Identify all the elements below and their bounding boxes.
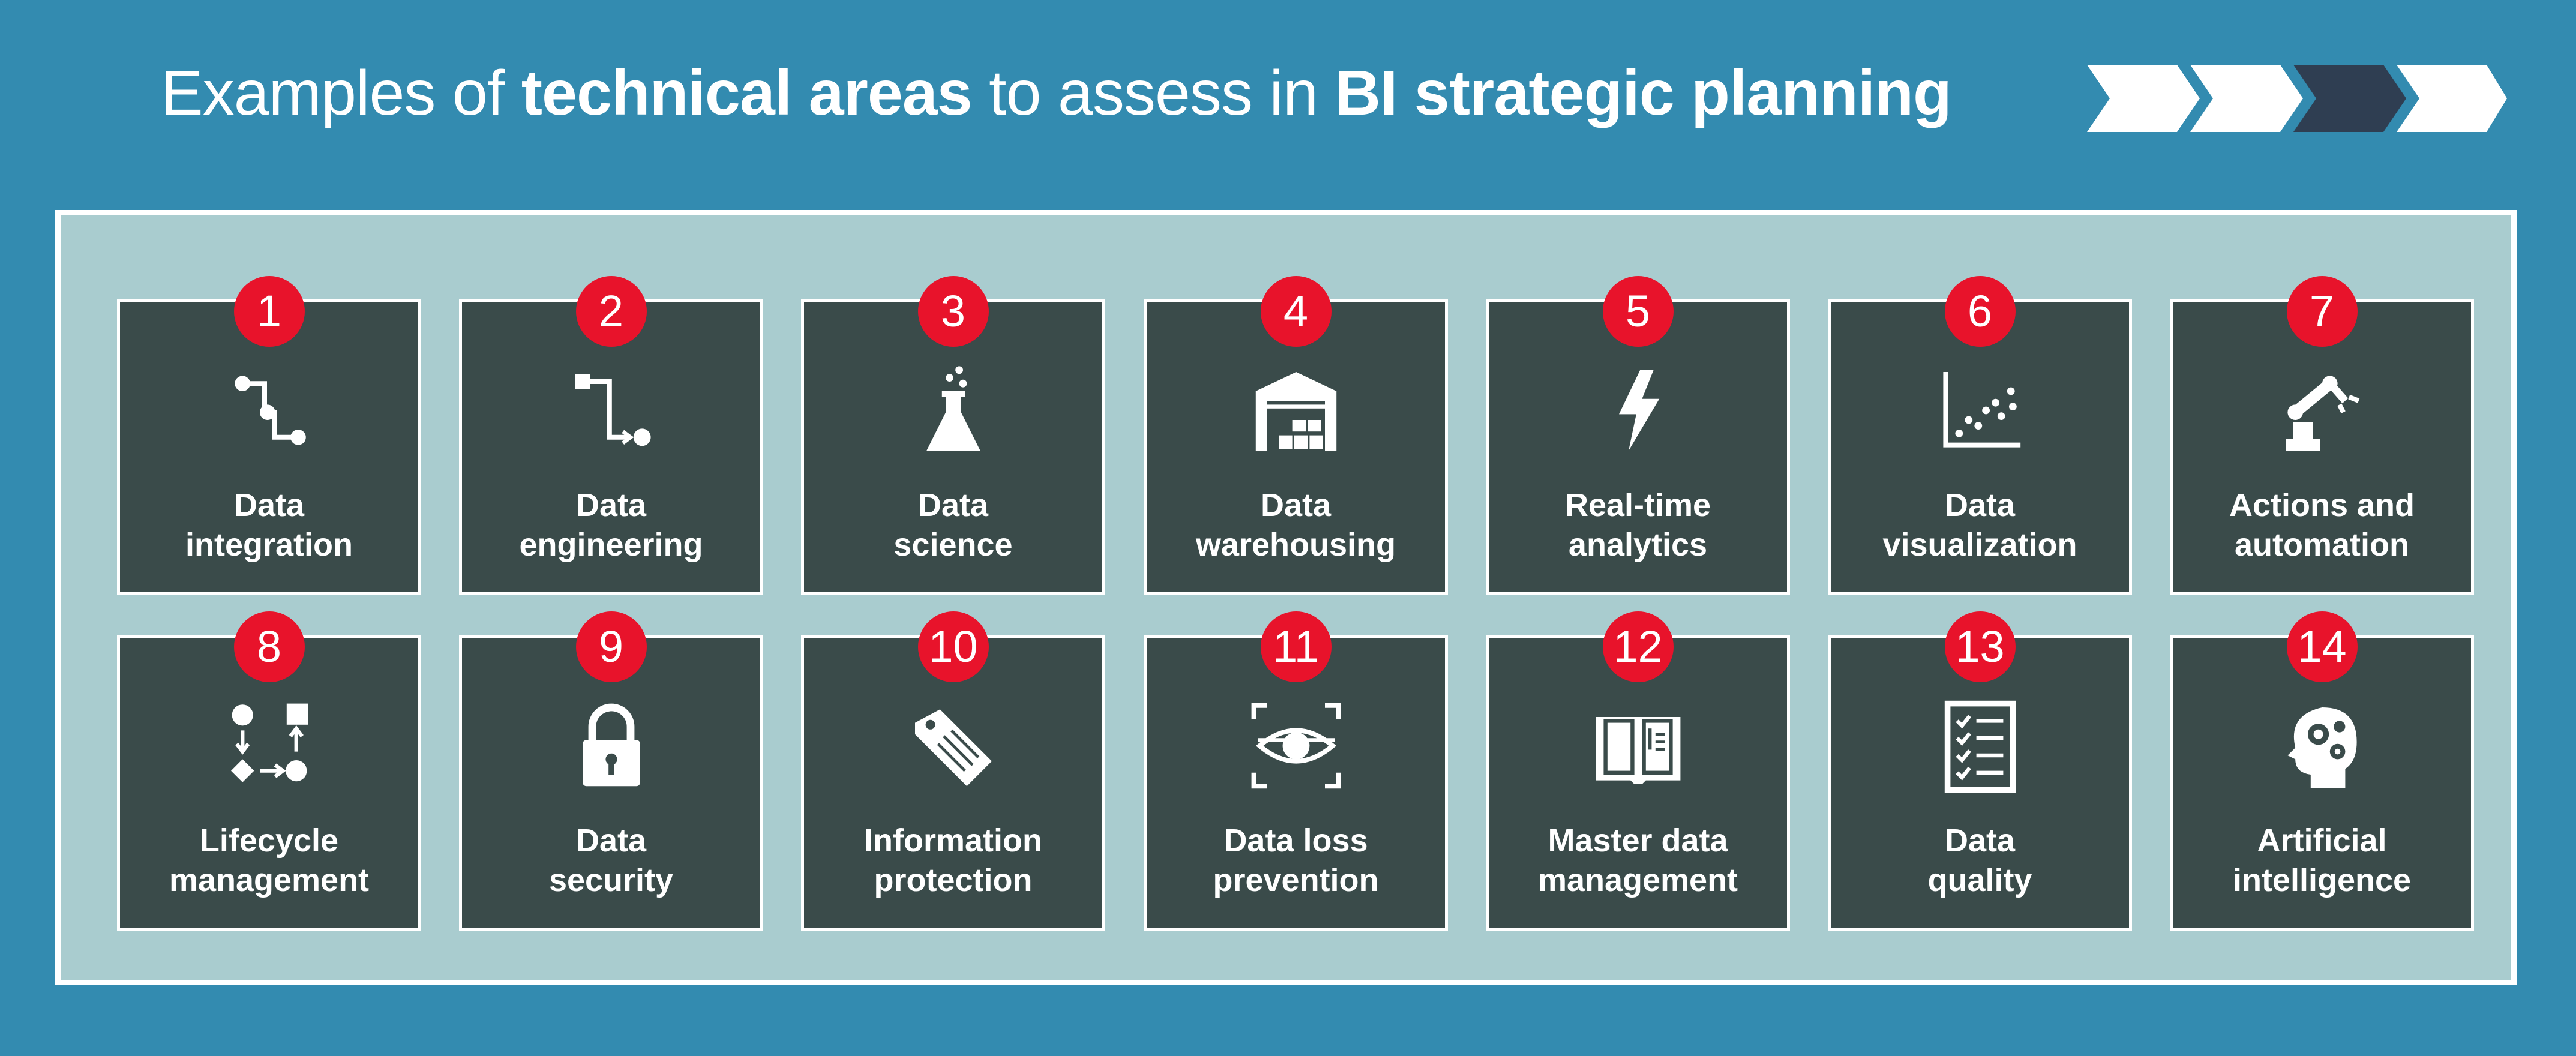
area-label: Actions and automation [2173, 485, 2471, 565]
tag-icon [905, 698, 1001, 794]
area-label: Data visualization [1831, 485, 2129, 565]
scatter-plot-icon [1932, 362, 2028, 458]
area-label: Data integration [120, 485, 418, 565]
number-badge: 3 [917, 276, 989, 347]
engineering-icon [563, 362, 659, 458]
warehouse-icon [1248, 362, 1344, 458]
title-part-2: technical areas [521, 58, 973, 128]
area-label-line-1: Lifecycle [199, 823, 339, 859]
area-label-line-1: Data [575, 823, 647, 859]
book-icon [1590, 698, 1686, 794]
area-label-line-1: Information [864, 823, 1042, 859]
area-label: Data loss prevention [1147, 821, 1445, 900]
area-card: 8 Lifecycle management [117, 611, 421, 931]
flask-icon [905, 362, 1001, 458]
number-badge: 7 [2286, 276, 2358, 347]
area-card: 2 Data engineering [459, 276, 763, 595]
area-label-line-2: intelligence [2232, 862, 2412, 898]
area-label: Data engineering [462, 485, 760, 565]
area-label-line-2: science [893, 527, 1013, 563]
area-label: Artificial intelligence [2173, 821, 2471, 900]
chevron-step-3-active [2293, 65, 2406, 132]
chevron-step-2 [2190, 65, 2303, 132]
ai-head-icon [2274, 698, 2370, 794]
area-label-line-2: prevention [1213, 862, 1379, 898]
number-badge: 12 [1602, 611, 1674, 682]
area-label-line-1: Actions and [2229, 487, 2415, 523]
eye-scan-icon [1248, 698, 1344, 794]
number-badge: 2 [575, 276, 647, 347]
area-label-line-1: Data loss [1223, 823, 1368, 859]
area-label-line-2: security [548, 862, 674, 898]
area-card: 7 Actions and automation [2170, 276, 2474, 595]
area-card: 9 Data security [459, 611, 763, 931]
area-label: Information protection [804, 821, 1102, 900]
area-card: 10 Information protection [801, 611, 1105, 931]
area-label-line-1: Artificial [2257, 823, 2387, 859]
page-title: Examples of technical areas to assess in… [161, 57, 1952, 130]
progress-chevrons [2087, 65, 2507, 132]
area-label-line-2: protection [874, 862, 1033, 898]
area-label-line-2: management [1537, 862, 1738, 898]
area-label: Master data management [1489, 821, 1787, 900]
area-label-line-2: quality [1927, 862, 2032, 898]
area-label: Data warehousing [1147, 485, 1445, 565]
areas-panel: 1 Data integration 2 Data engineering 3 Data sci… [55, 210, 2517, 985]
area-label: Data security [462, 821, 760, 900]
title-part-4: BI strategic planning [1335, 58, 1951, 128]
lightning-icon [1590, 362, 1686, 458]
area-card: 4 Data warehousing [1144, 276, 1448, 595]
area-label: Data quality [1831, 821, 2129, 900]
area-label-line-1: Real-time [1564, 487, 1711, 523]
lifecycle-flow-icon [221, 698, 317, 794]
robot-arm-icon [2274, 362, 2370, 458]
area-label-line-2: integration [185, 527, 353, 563]
area-card: 12 Master data management [1486, 611, 1790, 931]
area-label-line-1: Data [233, 487, 305, 523]
area-label: Real-time analytics [1489, 485, 1787, 565]
area-label-line-1: Data [575, 487, 647, 523]
area-card: 3 Data science [801, 276, 1105, 595]
area-label-line-2: engineering [519, 527, 703, 563]
area-label-line-2: visualization [1882, 527, 2077, 563]
area-card: 11 Data loss prevention [1144, 611, 1448, 931]
area-label: Lifecycle management [120, 821, 418, 900]
area-label-line-2: analytics [1568, 527, 1708, 563]
number-badge: 1 [233, 276, 305, 347]
area-label: Data science [804, 485, 1102, 565]
area-label-line-2: automation [2235, 527, 2409, 563]
area-label-line-1: Data [1944, 487, 2016, 523]
number-badge: 10 [917, 611, 989, 682]
area-label-line-2: warehousing [1195, 527, 1396, 563]
title-part-1: Examples of [161, 58, 521, 128]
title-part-3: to assess in [971, 58, 1335, 128]
number-badge: 11 [1260, 611, 1332, 682]
number-badge: 8 [233, 611, 305, 682]
number-badge: 13 [1944, 611, 2016, 682]
area-label-line-1: Data [1260, 487, 1332, 523]
area-card: 5 Real-time analytics [1486, 276, 1790, 595]
number-badge: 9 [575, 611, 647, 682]
number-badge: 5 [1602, 276, 1674, 347]
checklist-icon [1932, 698, 2028, 794]
area-label-line-1: Data [1944, 823, 2016, 859]
area-card: 14 Artificial intelligence [2170, 611, 2474, 931]
number-badge: 6 [1944, 276, 2016, 347]
area-label-line-1: Data [917, 487, 989, 523]
chevron-step-4 [2397, 65, 2507, 132]
integration-icon [221, 362, 317, 458]
area-card: 1 Data integration [117, 276, 421, 595]
area-label-line-2: management [169, 862, 370, 898]
number-badge: 4 [1260, 276, 1332, 347]
lock-icon [563, 698, 659, 794]
area-card: 6 Data visualization [1828, 276, 2132, 595]
area-card: 13 Data quality [1828, 611, 2132, 931]
chevron-step-1 [2087, 65, 2200, 132]
area-label-line-1: Master data [1548, 823, 1728, 859]
number-badge: 14 [2286, 611, 2358, 682]
